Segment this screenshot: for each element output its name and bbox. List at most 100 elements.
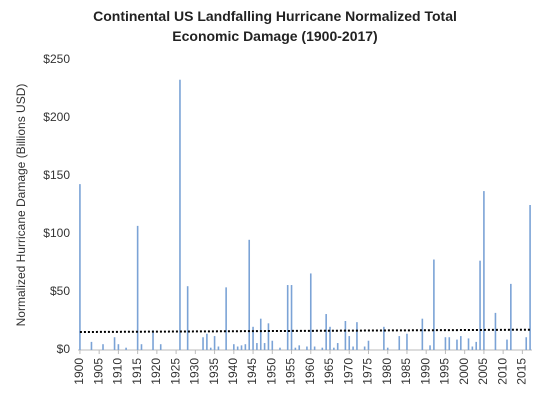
bar xyxy=(102,344,104,350)
bar xyxy=(494,312,497,350)
bar xyxy=(448,337,451,350)
bar xyxy=(348,336,351,350)
bar xyxy=(325,314,327,350)
x-tick-label: 1970 xyxy=(341,358,355,385)
x-tick-label: 1955 xyxy=(284,358,298,385)
bar xyxy=(456,339,458,350)
bar xyxy=(444,337,447,350)
y-tick-label: $200 xyxy=(43,110,70,124)
trend-line xyxy=(79,328,531,334)
bar xyxy=(313,346,316,350)
bar xyxy=(217,346,220,350)
x-tick-label: 2000 xyxy=(457,358,471,385)
bar xyxy=(240,345,243,350)
x-tick-label: 1930 xyxy=(188,358,202,385)
bar xyxy=(525,337,528,350)
bar xyxy=(398,336,401,350)
bar xyxy=(113,337,116,350)
y-tick-label: $100 xyxy=(43,226,70,240)
bar xyxy=(279,347,281,350)
bar xyxy=(136,225,139,350)
y-axis-label: Normalized Hurricane Damage (Billions US… xyxy=(14,84,28,327)
bar xyxy=(259,318,262,350)
bar xyxy=(475,341,478,350)
x-tick-label: 1945 xyxy=(245,358,259,385)
x-tick-label: 1960 xyxy=(303,358,317,385)
bar xyxy=(483,191,485,350)
x-tick-label: 1915 xyxy=(130,358,144,385)
bar xyxy=(267,323,270,350)
bar xyxy=(225,287,227,350)
bar xyxy=(333,347,335,350)
bar xyxy=(117,344,120,350)
bar xyxy=(202,337,204,350)
y-tick-label: $50 xyxy=(50,284,70,298)
bar xyxy=(79,184,81,350)
bar xyxy=(298,345,301,350)
x-tick-label: 1925 xyxy=(168,358,182,385)
bar xyxy=(352,346,354,350)
y-tick-label: $250 xyxy=(43,52,70,66)
bar xyxy=(510,283,512,350)
x-tick-label: 1900 xyxy=(72,358,86,385)
bar xyxy=(529,205,531,350)
bar xyxy=(467,338,470,350)
bar xyxy=(248,239,251,350)
y-tick-label: $150 xyxy=(43,168,70,182)
bar xyxy=(206,333,208,350)
bar xyxy=(263,343,266,350)
bar xyxy=(271,340,274,350)
x-tick-label: 1990 xyxy=(418,358,432,385)
bar xyxy=(179,79,181,350)
bar xyxy=(233,344,235,350)
bar xyxy=(294,347,297,350)
bar xyxy=(252,326,254,350)
bar xyxy=(406,333,408,350)
bar xyxy=(244,344,247,350)
x-tick-label: 1905 xyxy=(91,358,105,385)
x-tick-label: 1965 xyxy=(322,358,336,385)
x-tick-label: 1995 xyxy=(438,358,452,385)
x-tick-label: 1935 xyxy=(207,358,221,385)
bar xyxy=(140,344,143,350)
bar xyxy=(186,286,189,350)
bar xyxy=(433,259,435,350)
chart-title: Continental US Landfalling Hurricane Nor… xyxy=(93,8,457,44)
bar xyxy=(479,260,481,350)
bar xyxy=(367,340,370,350)
bar xyxy=(152,330,154,350)
bar xyxy=(336,343,339,350)
bar xyxy=(209,347,212,350)
bar xyxy=(329,326,331,350)
bar xyxy=(256,343,258,350)
bar xyxy=(429,345,431,350)
bar xyxy=(383,326,385,350)
x-tick-label: 1940 xyxy=(226,358,240,385)
bar xyxy=(309,273,312,350)
x-tick-label: 2005 xyxy=(476,358,490,385)
bar xyxy=(471,346,474,350)
x-tick-label: 1975 xyxy=(361,358,375,385)
x-tick-label: 1950 xyxy=(264,358,278,385)
bar xyxy=(386,347,389,350)
bar xyxy=(159,344,162,350)
x-tick-label: 1980 xyxy=(380,358,394,385)
y-tick-label: $0 xyxy=(57,342,71,356)
bar xyxy=(286,285,289,350)
bar xyxy=(125,347,127,350)
bar xyxy=(90,341,93,350)
bar xyxy=(460,336,462,350)
bar xyxy=(213,336,216,350)
bar xyxy=(306,346,308,350)
bar xyxy=(344,321,347,350)
bar xyxy=(421,318,424,350)
bar xyxy=(363,346,366,350)
bar xyxy=(321,347,324,350)
x-tick-label: 1985 xyxy=(399,358,413,385)
bar xyxy=(356,322,358,350)
bar xyxy=(236,346,239,350)
x-tick-label: 1910 xyxy=(111,358,125,385)
x-tick-label: 2010 xyxy=(495,358,509,385)
